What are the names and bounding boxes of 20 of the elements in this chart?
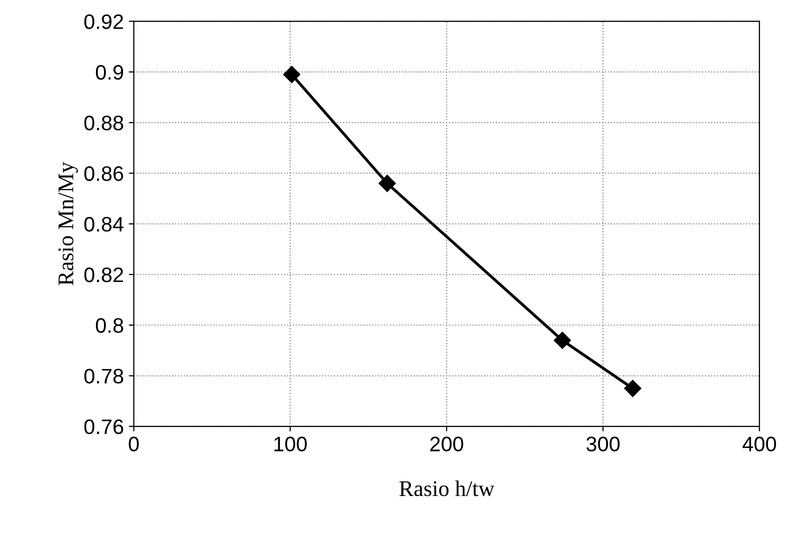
x-axis-title: Rasio h/tw bbox=[399, 480, 494, 496]
y-tick-label: 0.8 bbox=[96, 318, 124, 333]
y-tick-label: 0.88 bbox=[84, 116, 124, 130]
point bbox=[283, 66, 300, 84]
y-tick-label: 0.78 bbox=[84, 368, 124, 384]
y-tick-label: 0.84 bbox=[84, 216, 124, 232]
x-tick-label: 0 bbox=[128, 436, 139, 452]
point bbox=[554, 332, 571, 349]
y-tick-label: 0.76 bbox=[84, 419, 124, 434]
x-tick-label: 300 bbox=[586, 436, 620, 452]
point bbox=[624, 380, 642, 397]
x-tick-label: 400 bbox=[742, 436, 776, 452]
x-tick-label: 200 bbox=[430, 436, 464, 452]
y-tick-label: 0.92 bbox=[84, 14, 124, 30]
y-tick-label: 0.82 bbox=[84, 267, 124, 282]
y-axis-title: Rasio Mn/My bbox=[58, 162, 78, 286]
y-tick-label: 0.86 bbox=[84, 166, 124, 181]
x-tick-label: 100 bbox=[274, 436, 307, 452]
point bbox=[378, 174, 396, 192]
y-tick-label: 0.9 bbox=[96, 64, 124, 80]
